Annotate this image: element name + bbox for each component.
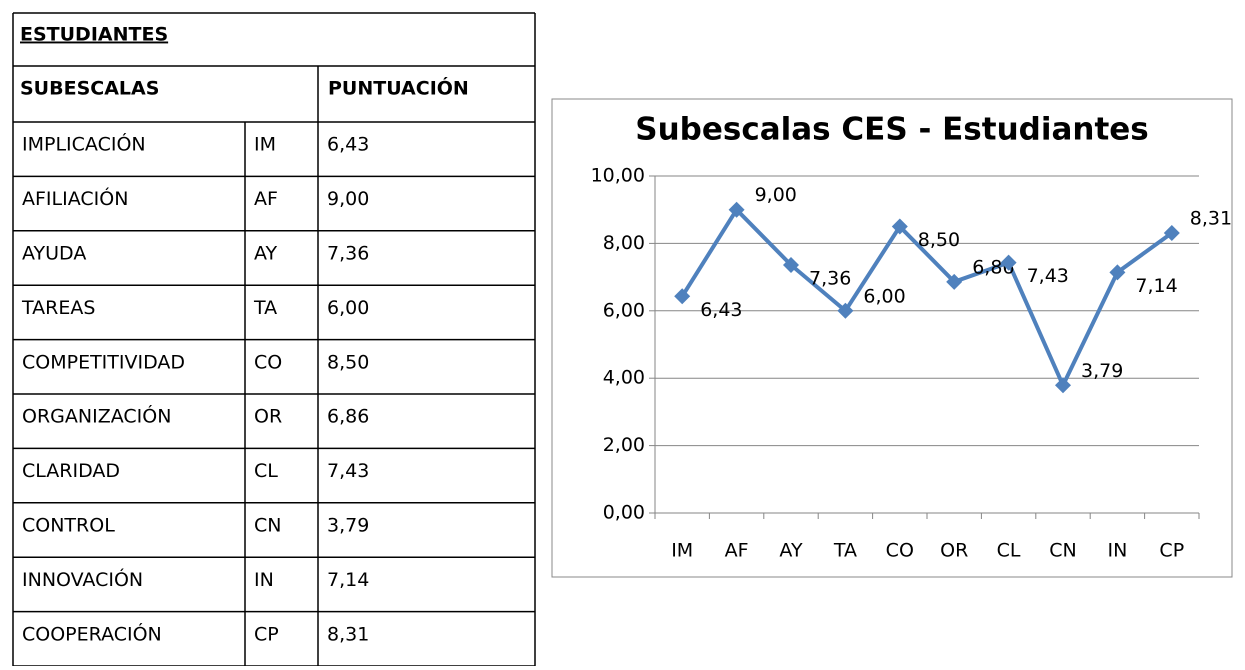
table-cell: TAREAS bbox=[21, 297, 95, 319]
table-cell: 6,86 bbox=[327, 406, 369, 428]
x-tick-label: CL bbox=[997, 540, 1021, 562]
marker bbox=[946, 273, 963, 290]
table-cell: CONTROL bbox=[22, 515, 115, 537]
table-cell: IMPLICACIÓN bbox=[22, 132, 146, 156]
marker bbox=[783, 256, 799, 273]
y-tick-label: 2,00 bbox=[603, 434, 645, 456]
data-label: 7,14 bbox=[1135, 275, 1177, 297]
table-cell: CL bbox=[254, 460, 278, 482]
data-label: 8,31 bbox=[1190, 207, 1232, 229]
chart-title: Subescalas CES - Estudiantes bbox=[635, 112, 1148, 148]
table-cell: CP bbox=[254, 623, 279, 645]
table-cell: AYUDA bbox=[22, 243, 86, 265]
marker bbox=[1163, 224, 1180, 241]
table-cell: CO bbox=[254, 351, 282, 373]
x-tick-label: OR bbox=[940, 540, 968, 562]
table-cell: 7,14 bbox=[327, 569, 369, 591]
table-cell: OR bbox=[254, 406, 282, 428]
y-tick-label: 0,00 bbox=[603, 502, 645, 524]
table-cell: CN bbox=[254, 515, 281, 537]
table-cell: 6,43 bbox=[327, 134, 369, 156]
table-cell: ORGANIZACIÓN bbox=[22, 404, 171, 428]
table-cell: 8,31 bbox=[327, 623, 369, 645]
x-tick-label: IM bbox=[671, 540, 693, 562]
table-cell: AF bbox=[254, 188, 278, 210]
table-cell: COMPETITIVIDAD bbox=[22, 351, 185, 373]
marker bbox=[674, 288, 691, 305]
table-cell: 8,50 bbox=[327, 351, 369, 373]
chart: 0,00 2,00 4,00 6,00 8,00 10,00 6,43 9,00 7,36 6,0… bbox=[591, 165, 1233, 562]
marker bbox=[837, 302, 854, 319]
y-tick-label: 4,00 bbox=[603, 367, 645, 389]
x-tick-label: CP bbox=[1159, 540, 1184, 562]
table-cell: AFILIACIÓN bbox=[22, 186, 128, 210]
marker bbox=[1000, 254, 1017, 271]
data-label: 3,79 bbox=[1081, 360, 1123, 382]
x-tick-label: AY bbox=[779, 540, 803, 562]
table-cell: 6,00 bbox=[327, 297, 369, 319]
marker bbox=[1055, 377, 1071, 394]
x-tick-label: AF bbox=[725, 540, 749, 562]
line bbox=[680, 206, 1173, 391]
table-header: PUNTUACIÓN bbox=[328, 76, 469, 100]
data-label: 7,43 bbox=[1027, 265, 1069, 287]
table: ESTUDIANTES SUBESCALAS PUNTUACIÓN IMPLICACI… bbox=[12, 12, 536, 667]
table-cell: 7,36 bbox=[327, 243, 369, 265]
marker bbox=[891, 218, 908, 235]
marker bbox=[1109, 264, 1126, 281]
data-label: 9,00 bbox=[755, 184, 797, 206]
table-cell: COOPERACIÓN bbox=[22, 621, 162, 645]
x-tick-label: IN bbox=[1107, 540, 1127, 562]
table-cell: 3,79 bbox=[327, 515, 369, 537]
table-cell: 7,43 bbox=[327, 460, 369, 482]
table-cell: IN bbox=[254, 569, 274, 591]
table-cell: IM bbox=[254, 134, 276, 156]
data-label: 6,43 bbox=[700, 299, 742, 321]
x-tick-label: TA bbox=[833, 540, 857, 562]
y-tick-label: 8,00 bbox=[603, 232, 645, 254]
x-tick-label: CN bbox=[1049, 540, 1076, 562]
table-header: SUBESCALAS bbox=[20, 78, 159, 100]
table-cell: AY bbox=[254, 243, 278, 265]
marker bbox=[728, 201, 745, 218]
y-tick-label: 6,00 bbox=[603, 299, 645, 321]
table-title: ESTUDIANTES bbox=[20, 24, 168, 46]
data-label: 8,50 bbox=[918, 229, 960, 251]
table-cell: INNOVACIÓN bbox=[22, 567, 143, 591]
data-label: 7,36 bbox=[809, 267, 851, 289]
table-cell: 9,00 bbox=[327, 188, 369, 210]
data-label: 6,00 bbox=[863, 285, 905, 307]
chart-frame bbox=[551, 98, 1233, 578]
x-tick-label: CO bbox=[886, 540, 914, 562]
table-cell: CLARIDAD bbox=[22, 460, 120, 482]
y-tick-label: 10,00 bbox=[591, 165, 645, 187]
table-cell: TA bbox=[253, 297, 277, 319]
